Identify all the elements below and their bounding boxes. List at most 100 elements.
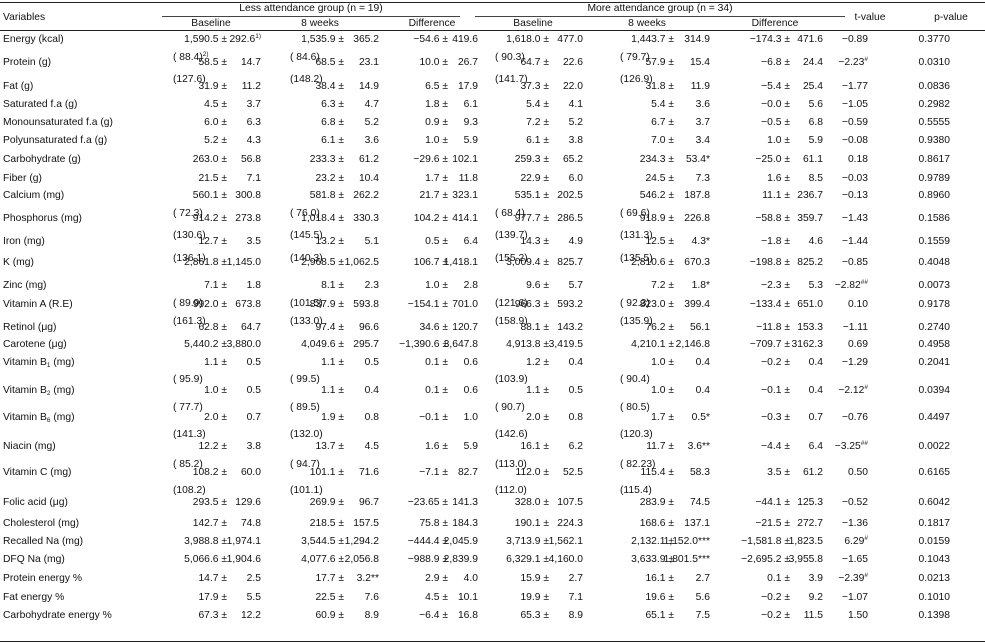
more-diff-mean: −0.2 ± <box>761 592 790 603</box>
header-less-group: Less attendance group (n = 19) <box>239 3 383 14</box>
sd-value: 71.6 <box>358 467 379 478</box>
sd-value: 1,904.6 <box>226 554 261 566</box>
more-baseline-mean: 65.3 ± <box>520 609 549 621</box>
sd-value: 202.5 <box>557 190 583 201</box>
less-diff-sd: 3,647.8 <box>398 340 478 350</box>
sd-value: 365.2 <box>353 34 379 45</box>
p-value: 0.4048 <box>918 257 951 269</box>
more-8weeks-sd: 1,152.0*** <box>630 536 710 547</box>
less-8weeks-mean: 22.5 ± <box>315 592 344 603</box>
more-diff-mean: −21.5 ± <box>755 518 790 530</box>
less-diff-sd: 102.1 <box>398 154 478 165</box>
less-8weeks-sd: 3.6 <box>299 134 379 146</box>
variable-label: Vitamin B6 (mg) <box>3 411 75 423</box>
more-baseline-sd: 107.5 <box>503 497 583 508</box>
sd-value: 7.1 <box>246 172 261 184</box>
less-diff-mean: 0.1 ± <box>425 356 448 368</box>
less-8weeks-sd: 0.4 <box>299 385 379 396</box>
p-value: 0.0213 <box>918 573 951 585</box>
more-diff-mean: −0.1 ± <box>761 385 790 396</box>
significance-marker: ## <box>860 440 868 448</box>
variable-name: K (mg) <box>3 257 34 269</box>
less-8weeks-ratio: (145.5) <box>290 231 323 241</box>
header-more-8weeks: 8 weeks <box>628 18 666 29</box>
less-baseline-mean: 31.9 ± <box>198 81 227 93</box>
sd-value: 3.6 <box>695 98 710 110</box>
less-baseline-mean: 2.0 ± <box>204 411 227 423</box>
ratio-value: ( 79.7) <box>620 51 650 63</box>
sd-value: 10.1 <box>457 592 478 603</box>
less-8weeks-ratio: (140.3) <box>290 254 323 264</box>
less-baseline-sd: 3.8 <box>181 442 261 452</box>
sd-value: 3.6 <box>364 134 379 146</box>
variable-label: DFQ Na (mg) <box>3 555 65 565</box>
sd-value: 2,146.8 <box>675 339 710 351</box>
t-value-number: 0.50 <box>847 467 868 478</box>
less-diff-sd: 0.6 <box>398 385 478 396</box>
more-baseline-ratio: (103.9) <box>495 375 528 385</box>
less-baseline-sd: 64.7 <box>181 322 261 333</box>
header-bottom-rule <box>0 30 985 31</box>
more-8weeks-mean: 2,132.1 ± <box>631 535 674 547</box>
sd-value: 5.9 <box>463 441 478 453</box>
ratio-value: (132.0) <box>290 429 323 441</box>
sd-value: 0.6 <box>463 356 478 368</box>
variable-label: Fiber (g) <box>3 173 42 184</box>
sd-value: 593.2 <box>557 298 583 310</box>
less-baseline-ratio: ( 85.2) <box>173 459 203 470</box>
less-diff-sd: 120.7 <box>398 322 478 333</box>
sd-value: 15.4 <box>689 56 710 68</box>
t-value-number: 0.10 <box>847 298 868 310</box>
t-value: 1.50 <box>808 610 868 621</box>
less-diff-mean: −29.6 ± <box>413 153 448 165</box>
t-value-number: −0.13 <box>841 190 868 201</box>
more-baseline-ratio: (142.6) <box>495 430 528 440</box>
more-8weeks-mean: 1.0 ± <box>651 356 674 368</box>
t-value: −2.23# <box>808 56 868 68</box>
sd-value: 11.5 <box>803 609 823 621</box>
less-diff-mean: 1.6 ± <box>425 441 448 453</box>
t-value-number: −0.76 <box>841 411 868 423</box>
more-baseline-sd: 4.9 <box>503 236 583 247</box>
sd-value: 673.8 <box>235 298 261 310</box>
sd-value: 25.4 <box>802 81 823 93</box>
more-8weeks-sd: 2,146.8 <box>630 340 710 350</box>
header-variables: Variables <box>3 12 46 23</box>
p-value: 0.1559 <box>918 235 951 247</box>
table-top-rule <box>0 2 985 4</box>
less-8weeks-sd: 71.6 <box>299 467 379 478</box>
variable-name: Vitamin B <box>3 411 47 423</box>
t-value-number: −1.77 <box>841 81 868 93</box>
less-8weeks-mean: 13.2 ± <box>315 235 344 247</box>
less-baseline-ratio: (108.2) <box>173 485 206 496</box>
sd-value: 2.7 <box>568 573 583 585</box>
sd-value: 129.6 <box>235 496 261 508</box>
more-8weeks-mean: 918.9 ± <box>639 212 674 224</box>
less-diff-mean: 1.8 ± <box>425 98 448 110</box>
sd-value: 10.4 <box>358 172 379 184</box>
ratio-value: (139.7) <box>495 230 528 242</box>
more-8weeks-mean: 823.0 ± <box>639 298 674 310</box>
t-value: −0.85 <box>808 258 868 268</box>
less-baseline-sd: 300.8 <box>181 190 261 201</box>
t-value-number: −0.89 <box>841 34 868 45</box>
ratio-value: (121.6) <box>495 297 528 309</box>
sd-value: 157.5 <box>353 518 379 530</box>
variable-label: Monounsaturated f.a (g) <box>3 118 113 128</box>
more-baseline-sd: 7.1 <box>503 592 583 603</box>
sd-value: 5.7 <box>568 280 583 292</box>
more-8weeks-ratio: ( 79.7) <box>620 51 650 63</box>
less-8weeks-mean: 8.1 ± <box>321 280 344 292</box>
header-t-value: t-value <box>854 12 886 23</box>
variable-name: Niacin (mg) <box>3 441 56 453</box>
variable-name: Vitamin B <box>3 356 47 368</box>
sd-value: 651.0 <box>797 298 823 310</box>
less-8weeks-mean: 13.7 ± <box>315 441 344 453</box>
more-diff-sd: 61.1 <box>743 154 823 165</box>
sd-value: 12.2 <box>240 609 261 621</box>
t-value-number: 6.29 <box>844 535 865 547</box>
less-diff-mean: 0.5 ± <box>425 235 448 247</box>
more-diff-mean: −58.8 ± <box>755 212 790 224</box>
less-diff-mean: −444.4 ± <box>407 535 448 547</box>
more-baseline-mean: 2.0 ± <box>526 411 549 423</box>
